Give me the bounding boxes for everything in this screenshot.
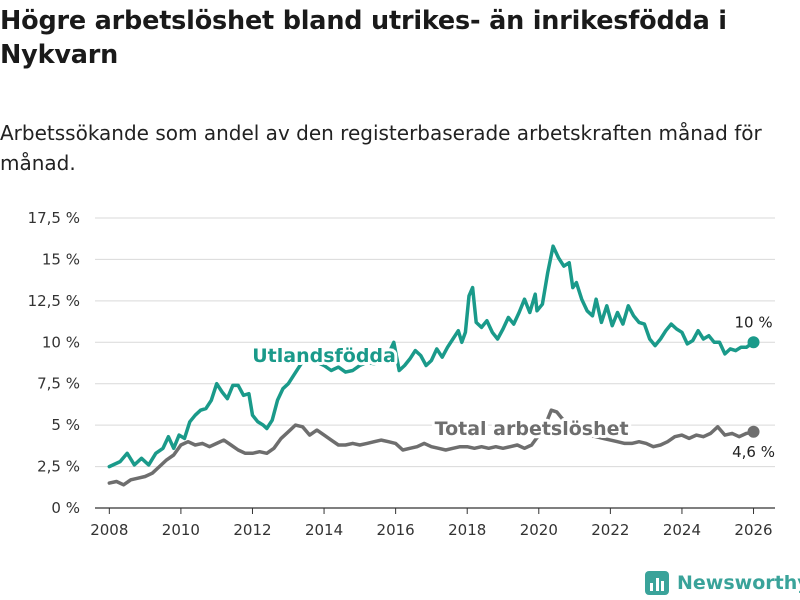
grid-lines xyxy=(95,217,775,468)
end-value-label: 10 % xyxy=(734,313,772,331)
x-tick-label: 2012 xyxy=(233,521,271,539)
newsworthy-logo-icon xyxy=(645,571,669,595)
y-tick-label: 5 % xyxy=(51,416,80,434)
y-tick-label: 15 % xyxy=(42,250,80,268)
chart-subtitle: Arbetssökande som andel av den registerb… xyxy=(0,121,762,175)
x-tick-label: 2018 xyxy=(448,521,486,539)
x-tick-label: 2024 xyxy=(663,521,701,539)
y-tick-label: 10 % xyxy=(42,333,80,351)
series-label: Utlandsfödda xyxy=(252,345,396,367)
newsworthy-logo: Newsworthy xyxy=(645,568,800,598)
x-tick-label: 2010 xyxy=(162,521,200,539)
series-line-total xyxy=(107,408,756,487)
x-tick-label: 2020 xyxy=(520,521,558,539)
x-tick-label: 2022 xyxy=(591,521,629,539)
chart-title: Högre arbetslöshet bland utrikes- än inr… xyxy=(0,6,727,70)
newsworthy-logo-text: Newsworthy xyxy=(677,572,800,594)
y-tick-label: 17,5 % xyxy=(28,209,80,227)
end-value-label: 4,6 % xyxy=(732,443,775,461)
series-labels: Utlandsfödda Total arbetslöshet 10 % 4,6 % xyxy=(249,311,777,462)
y-tick-label: 0 % xyxy=(51,499,80,517)
y-tick-label: 7,5 % xyxy=(37,375,80,393)
series-lines xyxy=(107,244,760,487)
series-label: Total arbetslöshet xyxy=(435,418,629,440)
series-end-point xyxy=(747,425,760,438)
x-tick-label: 2014 xyxy=(305,521,343,539)
y-tick-label: 12,5 % xyxy=(28,292,80,310)
y-tick-label: 2,5 % xyxy=(37,458,80,476)
series-line-utlandsfodda xyxy=(107,244,756,469)
x-tick-label: 2008 xyxy=(90,521,128,539)
series-end-point xyxy=(747,336,760,349)
x-tick-label: 2016 xyxy=(377,521,415,539)
x-tick-label: 2026 xyxy=(734,521,772,539)
axes: 0 % 2,5 % 5 % 7,5 % 10 % 12,5 % 15 % 17,5 % 2008… xyxy=(28,209,775,539)
